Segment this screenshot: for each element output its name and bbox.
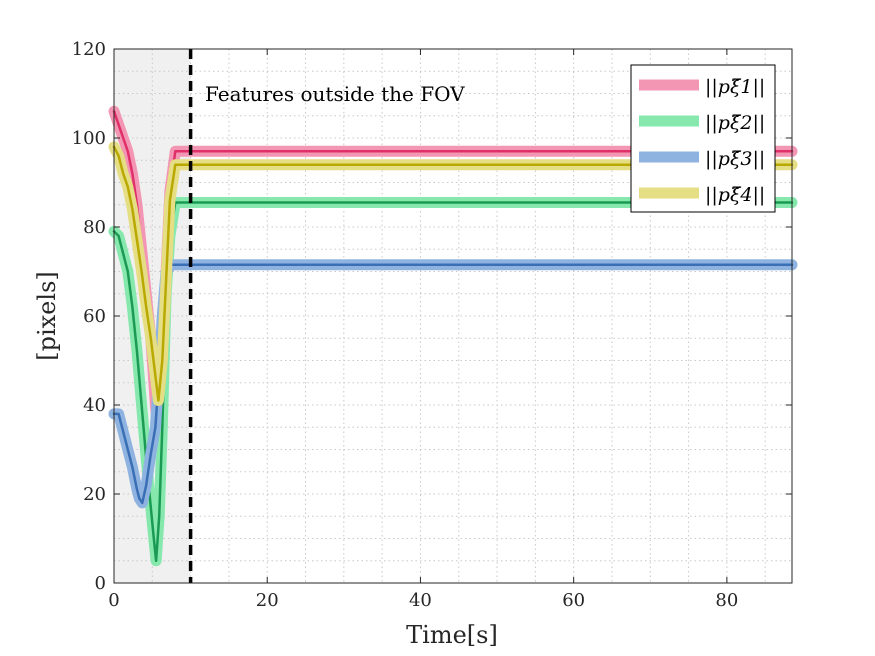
series-4-line xyxy=(112,145,794,402)
legend-label-4: ||pξ̃4|| xyxy=(705,184,765,206)
x-tick-label: 0 xyxy=(108,590,119,611)
legend-label-1: ||pξ̃1|| xyxy=(705,76,765,98)
y-tick-label: 40 xyxy=(83,395,106,416)
y-axis-title: [pixels] xyxy=(33,271,61,361)
annotation-label: Features outside the FOV xyxy=(205,82,465,106)
series-group xyxy=(108,105,798,567)
y-tick-label: 60 xyxy=(83,306,106,327)
y-tick-label: 80 xyxy=(83,217,106,238)
x-tick-label: 80 xyxy=(715,590,738,611)
legend-label-2: ||pξ̃2|| xyxy=(705,112,765,134)
x-tick-label: 60 xyxy=(562,590,585,611)
legend: ||pξ̃1|| ||pξ̃2|| ||pξ̃3|| ||pξ̃4|| xyxy=(630,64,776,213)
x-axis-title: Time[s] xyxy=(406,621,498,649)
x-tick-label: 20 xyxy=(256,590,279,611)
y-tick-label: 20 xyxy=(83,484,106,505)
tick-labels: 0 20 40 60 80 0 20 40 60 80 100 120 xyxy=(72,39,792,611)
x-tick-label: 40 xyxy=(409,590,432,611)
legend-label-3: ||pξ̃3|| xyxy=(705,148,765,170)
y-tick-label: 120 xyxy=(72,39,106,60)
y-tick-label: 0 xyxy=(95,573,106,594)
y-tick-label: 100 xyxy=(72,128,106,149)
